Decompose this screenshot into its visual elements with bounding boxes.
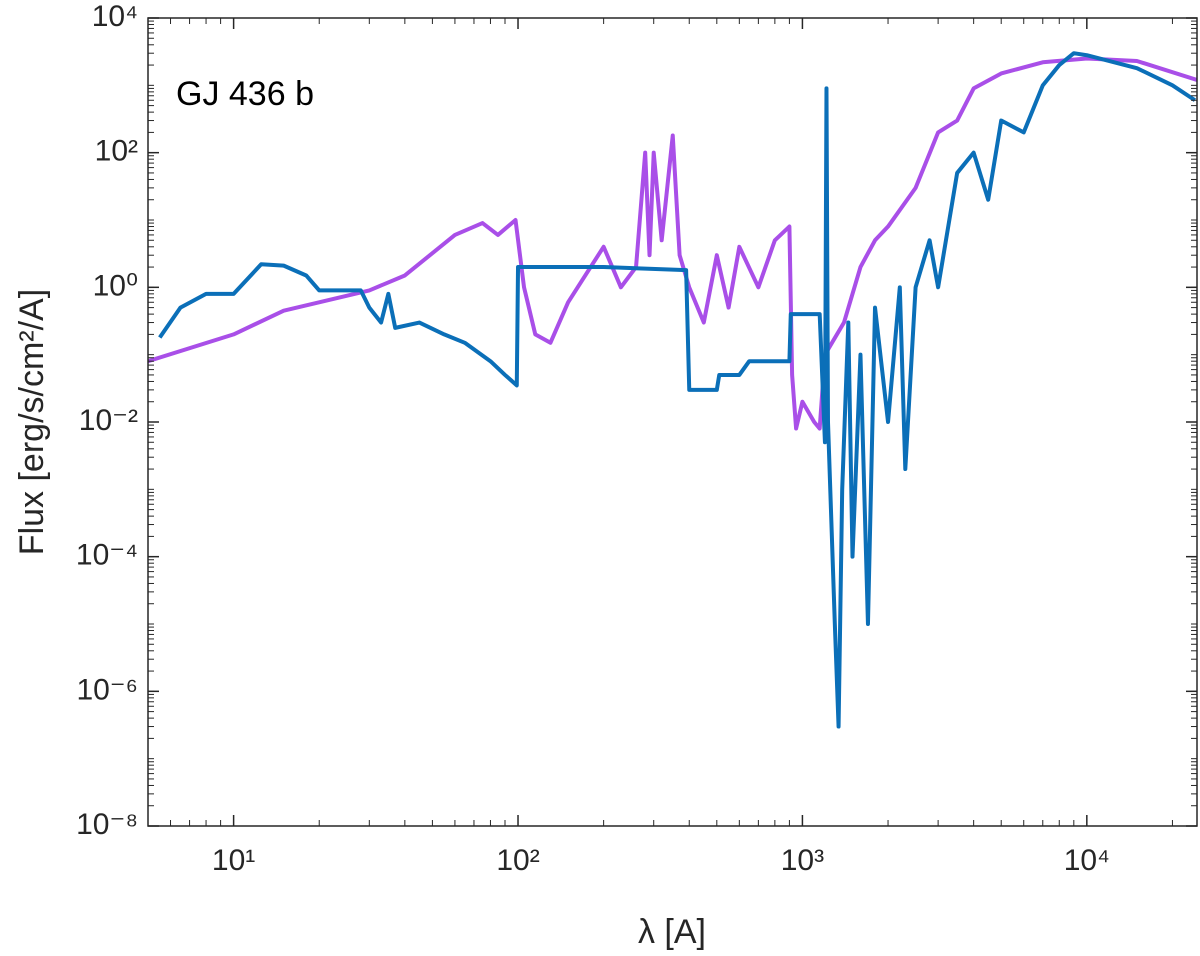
x-tick-label: 10² bbox=[496, 844, 539, 877]
y-axis-label: Flux [erg/s/cm²/A] bbox=[13, 289, 51, 555]
annotation: GJ 436 b bbox=[176, 75, 314, 113]
x-tick-label: 10³ bbox=[781, 844, 824, 877]
x-tick-label: 10⁴ bbox=[1064, 844, 1110, 877]
plot bbox=[148, 51, 1197, 729]
series-line bbox=[158, 51, 1197, 729]
x-tick-label: 10¹ bbox=[212, 844, 255, 877]
y-tick-label: 10⁻⁶ bbox=[76, 673, 138, 706]
y-tick-label: 10⁰ bbox=[93, 269, 138, 302]
y-tick-label: 10⁻⁸ bbox=[76, 808, 138, 841]
y-tick-label: 10⁻⁴ bbox=[76, 539, 138, 572]
y-tick-label: 10² bbox=[95, 135, 138, 168]
series-line bbox=[148, 56, 1197, 431]
y-tick-label: 10⁴ bbox=[92, 0, 138, 33]
y-tick-label: 10⁻² bbox=[79, 404, 138, 437]
x-axis-label: λ [A] bbox=[638, 913, 706, 951]
